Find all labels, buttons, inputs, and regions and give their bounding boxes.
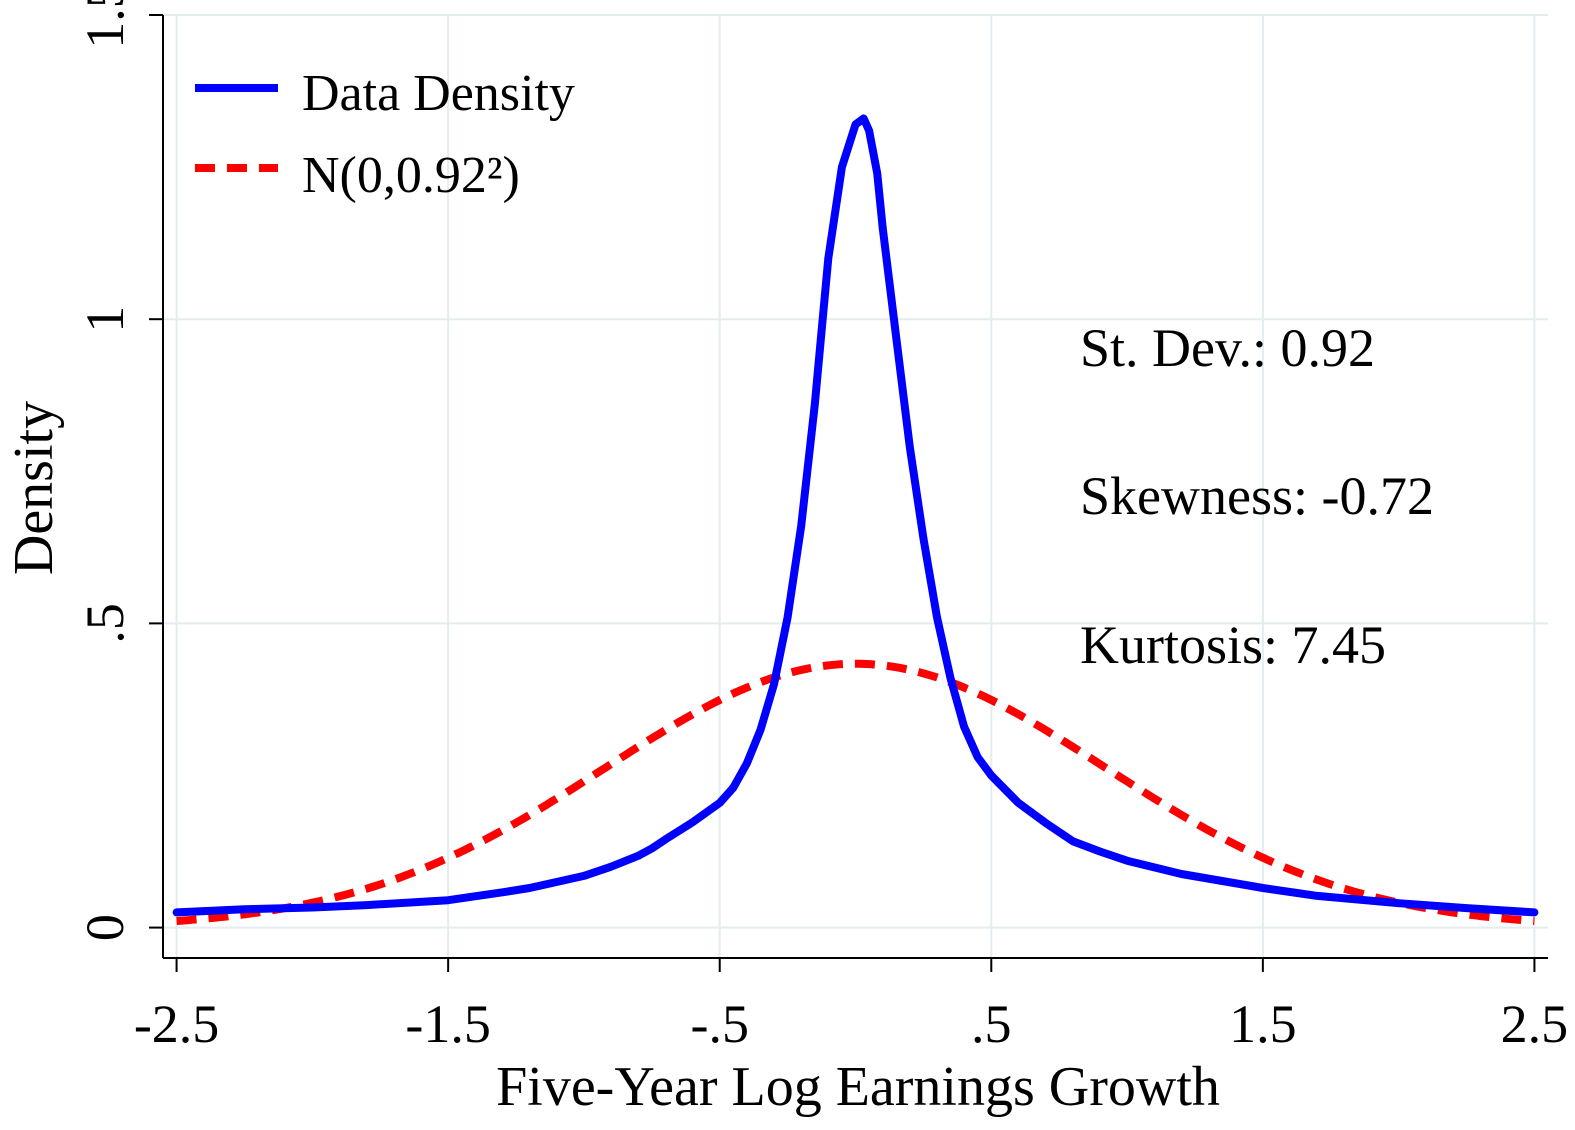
x-tick-label: -2.5: [134, 994, 219, 1054]
annotation-skewness: Skewness: -0.72: [1080, 466, 1434, 526]
x-tick-label: 1.5: [1229, 994, 1297, 1054]
x-axis-title: Five-Year Log Earnings Growth: [496, 1056, 1220, 1118]
y-tick-label: 1.5: [75, 0, 135, 49]
annotation-kurtosis: Kurtosis: 7.45: [1080, 615, 1386, 675]
x-tick-label: -.5: [690, 994, 748, 1054]
y-tick-label: 1: [75, 306, 135, 333]
statistics-annotations: St. Dev.: 0.92 Skewness: -0.72 Kurtosis:…: [1080, 318, 1434, 675]
y-axis-title: Density: [3, 401, 65, 575]
legend-label-normal: N(0,0.92²): [302, 147, 520, 204]
axes: -2.5 -1.5 -.5 .5 1.5 2.5 0 .5 1 1.5: [75, 0, 1568, 1054]
series-line-data-density: [172, 114, 1539, 917]
annotation-st-dev: St. Dev.: 0.92: [1080, 318, 1375, 378]
series: [172, 114, 1539, 925]
y-tick-label: .5: [75, 603, 135, 644]
y-tick-label: 0: [75, 914, 135, 941]
series-line-normal: [176, 659, 1535, 925]
legend-label-data-density: Data Density: [302, 65, 575, 122]
x-tick-label: 2.5: [1501, 994, 1569, 1054]
legend: Data Density N(0,0.92²): [195, 65, 575, 204]
gridlines: [163, 14, 1548, 958]
x-tick-label: -1.5: [405, 994, 490, 1054]
x-tick-label: .5: [971, 994, 1012, 1054]
